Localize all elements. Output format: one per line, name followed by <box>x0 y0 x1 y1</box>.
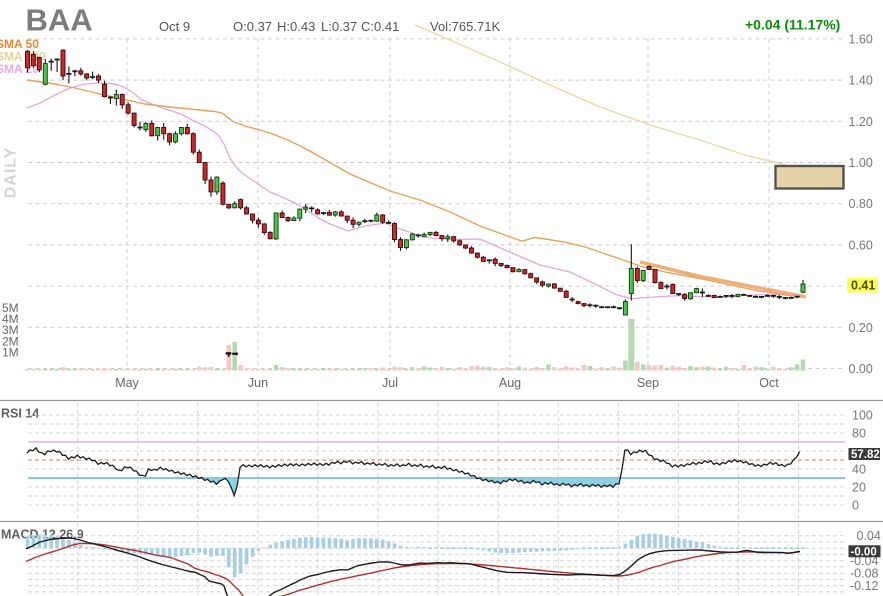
svg-text:1.60: 1.60 <box>849 32 873 46</box>
svg-text:-0.08: -0.08 <box>850 567 879 581</box>
svg-text:Oct 9: Oct 9 <box>159 19 190 34</box>
svg-text:Aug: Aug <box>499 376 521 390</box>
svg-text:Jun: Jun <box>248 376 268 390</box>
svg-text:2M: 2M <box>2 334 19 348</box>
svg-text:0.04: 0.04 <box>857 529 881 543</box>
svg-text:0.41: 0.41 <box>851 279 875 293</box>
svg-text:1.00: 1.00 <box>849 156 873 170</box>
svg-text:100: 100 <box>852 409 873 423</box>
svg-text:Jul: Jul <box>382 376 398 390</box>
svg-text:1.40: 1.40 <box>849 74 873 88</box>
svg-text:-0.04: -0.04 <box>850 554 879 568</box>
svg-text:0.80: 0.80 <box>849 197 873 211</box>
svg-text:H:0.43: H:0.43 <box>277 19 315 34</box>
svg-text:O:0.37: O:0.37 <box>233 19 272 34</box>
svg-text:SMA 50: SMA 50 <box>0 37 39 51</box>
svg-text:57.82: 57.82 <box>851 449 880 461</box>
svg-text:C:0.41: C:0.41 <box>361 19 399 34</box>
svg-text:MACD 12,26,9: MACD 12,26,9 <box>1 528 84 542</box>
svg-text:0.60: 0.60 <box>849 238 873 252</box>
svg-text:BAA: BAA <box>26 3 93 38</box>
svg-text:-0.12: -0.12 <box>850 579 879 593</box>
svg-text:4M: 4M <box>2 312 19 326</box>
svg-text:May: May <box>115 376 139 390</box>
svg-text:20: 20 <box>852 481 866 495</box>
svg-text:3M: 3M <box>2 323 19 337</box>
svg-text:40: 40 <box>852 463 866 477</box>
svg-text:+0.04 (11.17%): +0.04 (11.17%) <box>745 17 840 33</box>
svg-text:0.20: 0.20 <box>849 321 873 335</box>
svg-text:Oct: Oct <box>759 376 779 390</box>
svg-text:80: 80 <box>852 427 866 441</box>
svg-text:0: 0 <box>852 499 859 513</box>
svg-text:5M: 5M <box>2 301 19 315</box>
svg-text:RSI 14: RSI 14 <box>1 407 39 421</box>
svg-text:0.00: 0.00 <box>849 362 873 376</box>
svg-text:-0.00: -0.00 <box>851 546 877 558</box>
svg-text:Sep: Sep <box>637 376 659 390</box>
svg-text:L:0.37: L:0.37 <box>321 19 357 34</box>
svg-text:DAILY: DAILY <box>3 147 20 199</box>
svg-text:1.20: 1.20 <box>849 115 873 129</box>
svg-text:Vol:765.71K: Vol:765.71K <box>430 19 500 34</box>
svg-text:1M: 1M <box>2 345 19 359</box>
